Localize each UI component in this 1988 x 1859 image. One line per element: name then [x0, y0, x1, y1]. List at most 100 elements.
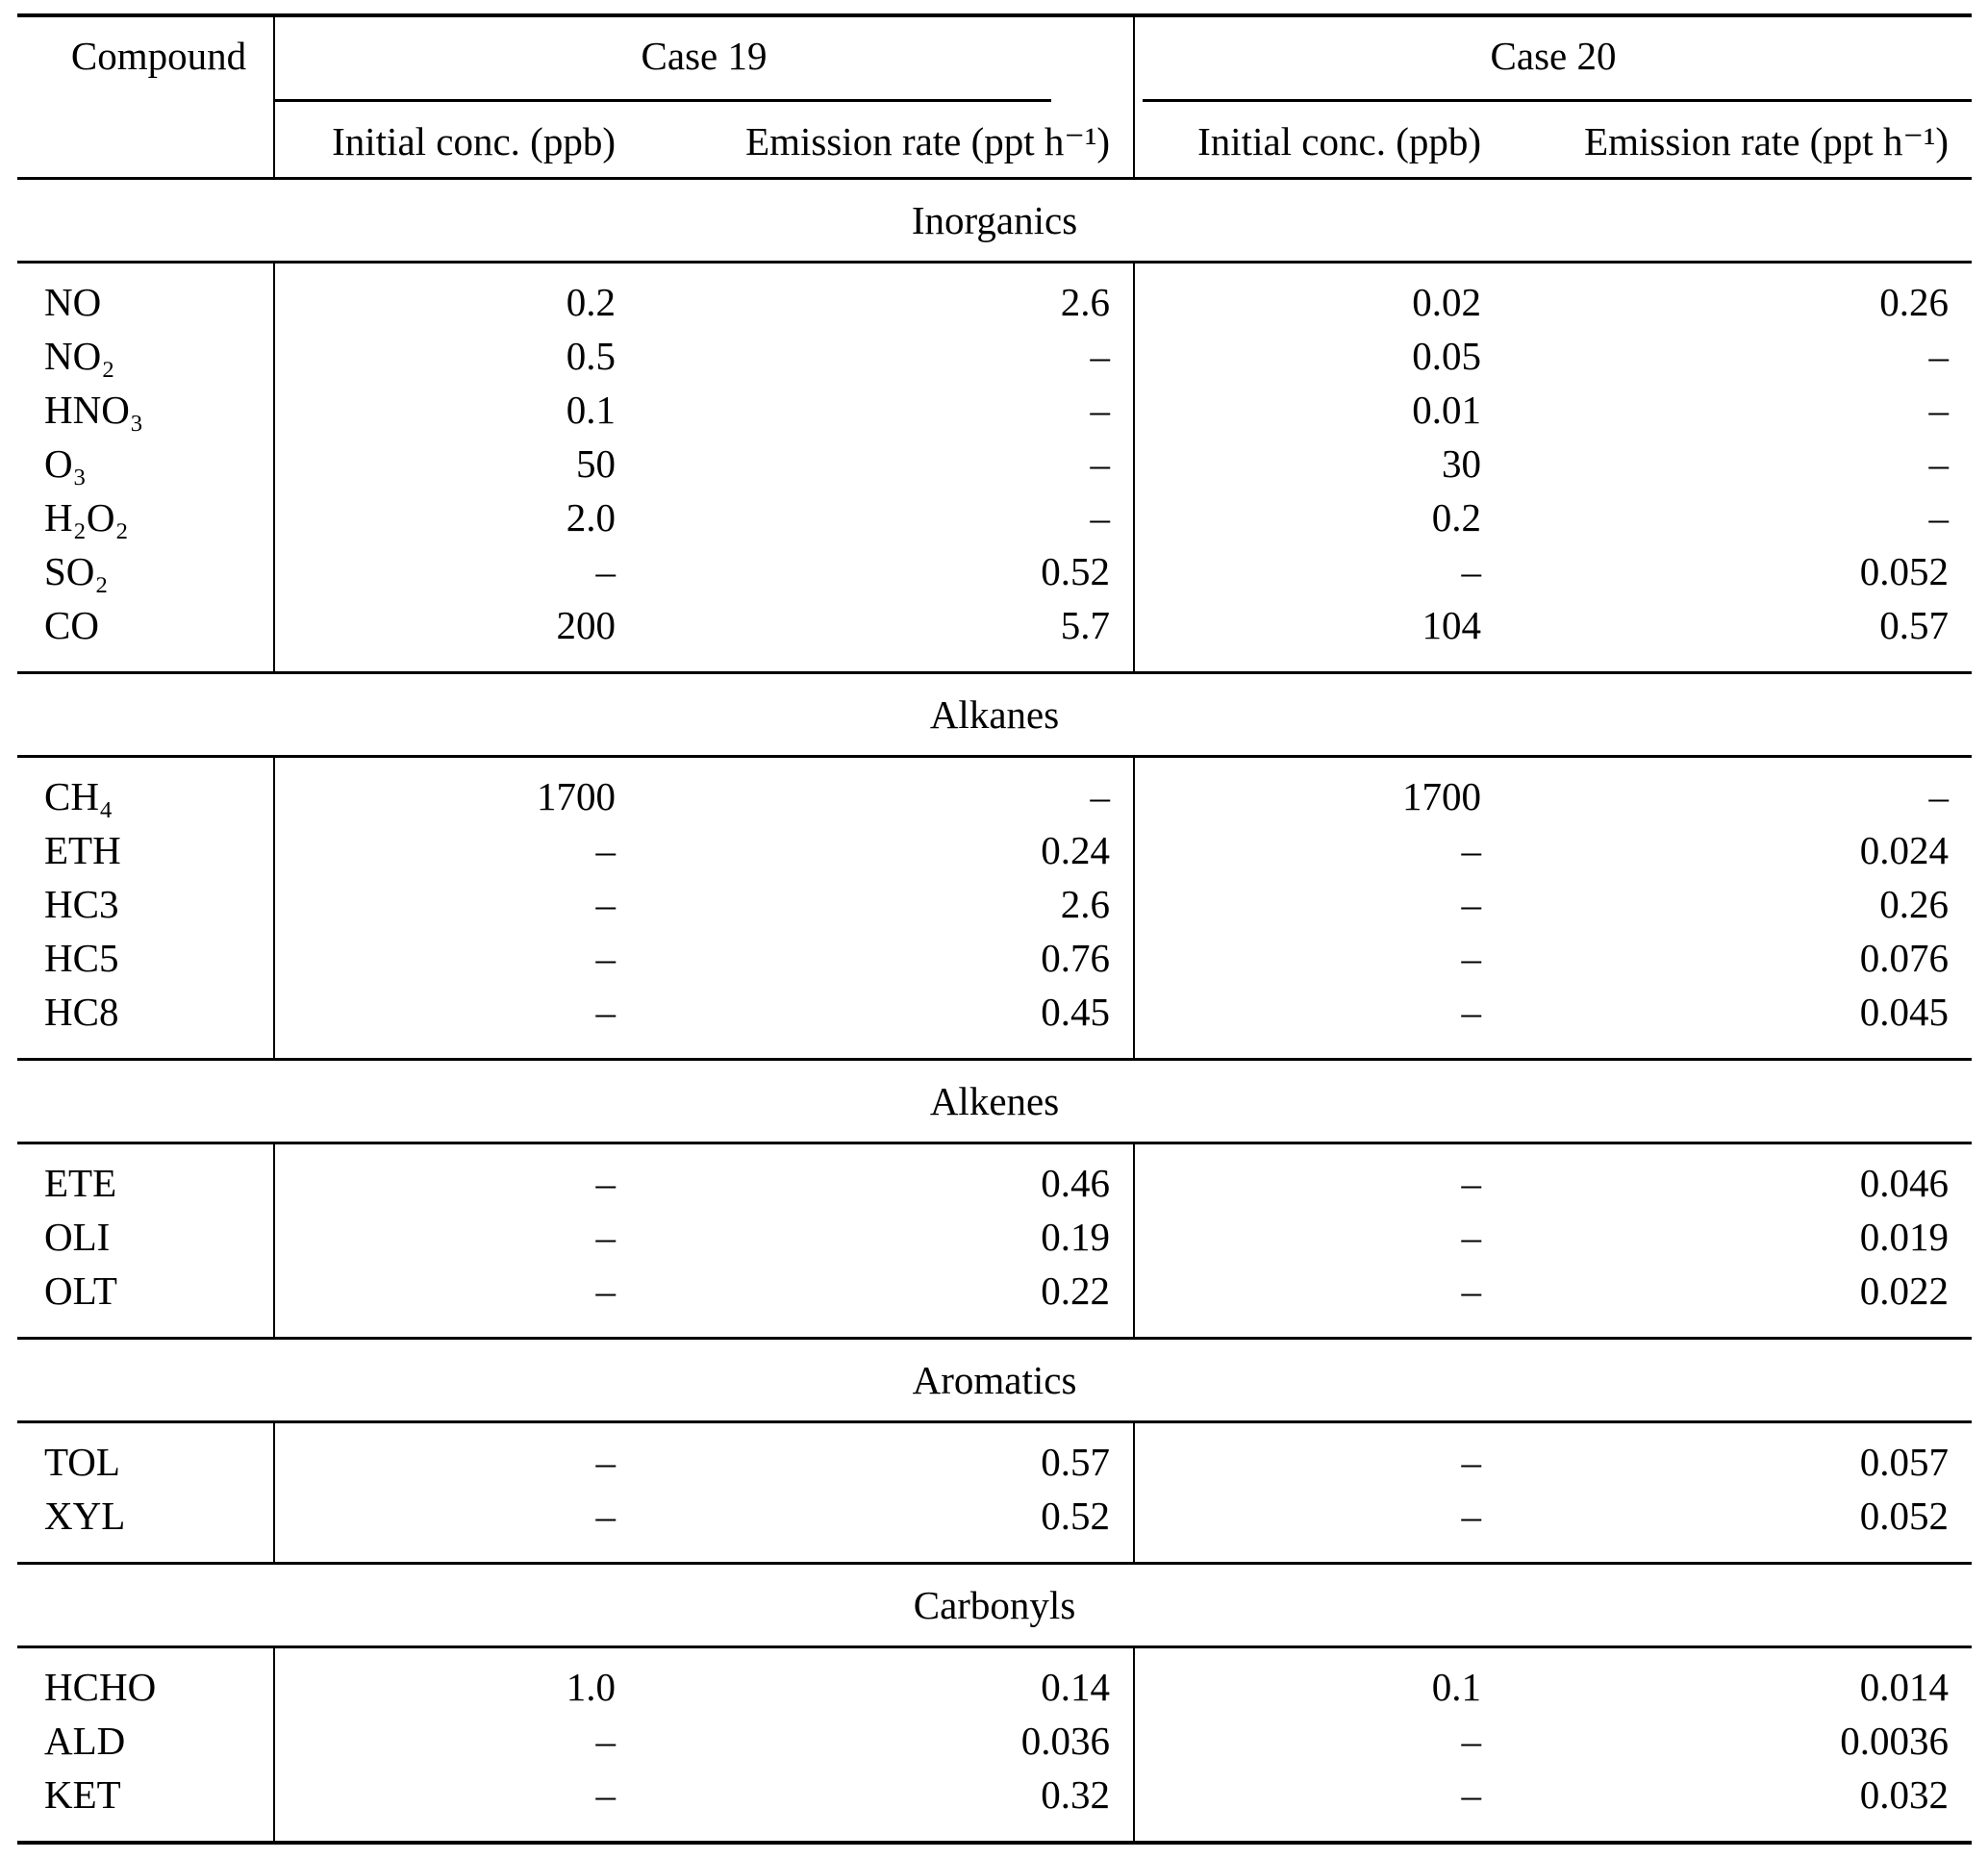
case19-initial-cell: 2.0 — [273, 490, 639, 544]
table-row: KET –0.32–0.032 — [17, 1768, 1972, 1843]
case20-emission-cell: 0.052 — [1859, 1494, 1950, 1538]
case20-emission-cell: 0.014 — [1859, 1665, 1950, 1709]
case19-initial-cell: – — [273, 1143, 639, 1210]
case20-cmidrule-cell — [1133, 94, 1973, 106]
case19-emission-cell: 0.45 — [1041, 990, 1111, 1034]
case19-cmidrule-cell — [272, 94, 1135, 106]
case19-emission-cell: 0.036 — [1020, 1719, 1111, 1763]
case19-initial-cell: 0.1 — [273, 383, 639, 437]
case19-emission-cell: – — [1090, 495, 1111, 540]
case20-emission-cell: 0.26 — [1879, 882, 1950, 926]
compound-cell: HC3 — [44, 882, 119, 926]
case19-initial-cell: – — [273, 1489, 639, 1564]
compound-cell: NO₂ — [44, 334, 115, 378]
case20-initial-cell: 0.05 — [1133, 329, 1505, 383]
compound-cell: ETE — [44, 1161, 117, 1205]
case20-emission-cell: 0.57 — [1879, 603, 1950, 647]
case20-initial-cell: – — [1133, 985, 1505, 1060]
case19-initial-cell: – — [273, 1421, 639, 1489]
header-row-measures: Initial conc. (ppb) Emission rate (ppt h… — [17, 106, 1972, 179]
table-row: ETE –0.46–0.046 — [17, 1143, 1972, 1210]
compound-cell: H₂O₂ — [44, 495, 129, 540]
case19-emission-cell: 0.32 — [1041, 1772, 1111, 1817]
case19-initial-cell: – — [273, 931, 639, 985]
case19-initial-cell: – — [273, 1768, 639, 1843]
case20-initial-cell: – — [1133, 1421, 1505, 1489]
case20-initial-cell: – — [1133, 823, 1505, 877]
table-row: HC8–0.45–0.045 — [17, 985, 1972, 1060]
case19-initial-cell: – — [273, 1210, 639, 1264]
case20-initial-cell: – — [1133, 1210, 1505, 1264]
case19-column-header: Case 19 — [272, 15, 1135, 94]
case19-emission-cell: 0.14 — [1041, 1665, 1111, 1709]
section-row: Alkanes — [17, 671, 1973, 758]
table-row: XYL –0.52–0.052 — [17, 1489, 1972, 1564]
case19-emission-cell: 2.6 — [1060, 882, 1111, 926]
case20-initial-cell: – — [1133, 1489, 1505, 1564]
case20-initial-cell: 0.01 — [1133, 383, 1505, 437]
case19-emission-cell: – — [1090, 774, 1111, 818]
compound-cell: HNO₃ — [44, 388, 144, 432]
section-title: Aromatics — [17, 1337, 1973, 1423]
case19-emission-cell: – — [1090, 334, 1111, 378]
case19-emission-cell: – — [1090, 441, 1111, 486]
case20-emission-cell: – — [1928, 774, 1950, 818]
section-title: Alkanes — [17, 671, 1973, 758]
case20-initial-cell: 30 — [1133, 437, 1505, 490]
case19-underline-rule — [275, 98, 1052, 102]
compound-column-header: Compound — [70, 34, 247, 78]
case20-initial-cell: – — [1133, 931, 1505, 985]
table-row: HC3–2.6–0.26 — [17, 877, 1972, 931]
compound-cell: OLI — [44, 1215, 111, 1259]
case20-emission-cell: 0.032 — [1859, 1772, 1950, 1817]
cmidrule-spacer — [17, 94, 274, 106]
case20-emission-cell: 0.022 — [1859, 1269, 1950, 1313]
compound-cell: HC8 — [44, 990, 119, 1034]
case19-initial-header: Initial conc. (ppb) — [273, 106, 639, 179]
section-row: Inorganics — [17, 177, 1973, 264]
case19-initial-cell: – — [273, 877, 639, 931]
case19-emission-cell: 0.22 — [1041, 1269, 1111, 1313]
table-row: HNO₃ 0.1–0.01– — [17, 383, 1972, 437]
table-row: TOL –0.57–0.057 — [17, 1421, 1972, 1489]
emissions-table: Compound Case 19 Case 20 Initial conc. (… — [17, 13, 1973, 1845]
case20-emission-cell: – — [1928, 388, 1950, 432]
case19-emission-cell: 0.46 — [1041, 1161, 1111, 1205]
compound-cell: XYL — [44, 1494, 126, 1538]
case20-initial-cell: – — [1133, 544, 1505, 598]
case19-initial-cell: 0.2 — [273, 262, 639, 329]
case20-initial-header: Initial conc. (ppb) — [1133, 106, 1505, 179]
case20-emission-cell: 0.046 — [1859, 1161, 1950, 1205]
case20-emission-cell: 0.076 — [1859, 936, 1950, 980]
table-row: NO₂ 0.5–0.05– — [17, 329, 1972, 383]
case20-initial-cell: – — [1133, 1143, 1505, 1210]
case19-initial-cell: – — [273, 823, 639, 877]
compound-cell: HC5 — [44, 936, 119, 980]
compound-cell: OLT — [44, 1269, 117, 1313]
case19-initial-cell: – — [273, 1264, 639, 1339]
table-row: ETH –0.24–0.024 — [17, 823, 1972, 877]
case19-emission-cell: 5.7 — [1060, 603, 1111, 647]
header-cmidrule-row — [17, 94, 1973, 106]
table-body: Inorganics NO 0.2 2.6 0.02 0.26 NO₂ 0.5 – 0.05 – HN… — [17, 177, 1973, 1843]
header-row-cases: Compound Case 19 Case 20 — [17, 15, 1973, 94]
case20-initial-cell: 0.2 — [1133, 490, 1505, 544]
compound-cell: TOL — [44, 1440, 120, 1484]
table-row: OLT –0.22–0.022 — [17, 1264, 1972, 1339]
case20-emission-header: Emission rate (ppt h⁻¹) — [1584, 119, 1950, 163]
section-row: Aromatics — [17, 1337, 1973, 1423]
case19-initial-cell: 200 — [273, 598, 639, 673]
case19-initial-cell: – — [273, 1714, 639, 1768]
case19-emission-cell: 0.76 — [1041, 936, 1111, 980]
compound-cell: ETH — [44, 828, 121, 872]
case20-initial-cell: – — [1133, 1264, 1505, 1339]
section-row: Carbonyls — [17, 1562, 1973, 1648]
case19-emission-cell: 0.24 — [1041, 828, 1111, 872]
table-row: HC5–0.76–0.076 — [17, 931, 1972, 985]
case20-emission-cell: 0.057 — [1859, 1440, 1950, 1484]
compound-cell: CO — [44, 603, 99, 647]
case20-initial-cell: 1700 — [1133, 756, 1505, 823]
case19-initial-cell: – — [273, 985, 639, 1060]
case20-initial-cell: 104 — [1133, 598, 1505, 673]
case20-initial-cell: 0.02 — [1133, 262, 1505, 329]
